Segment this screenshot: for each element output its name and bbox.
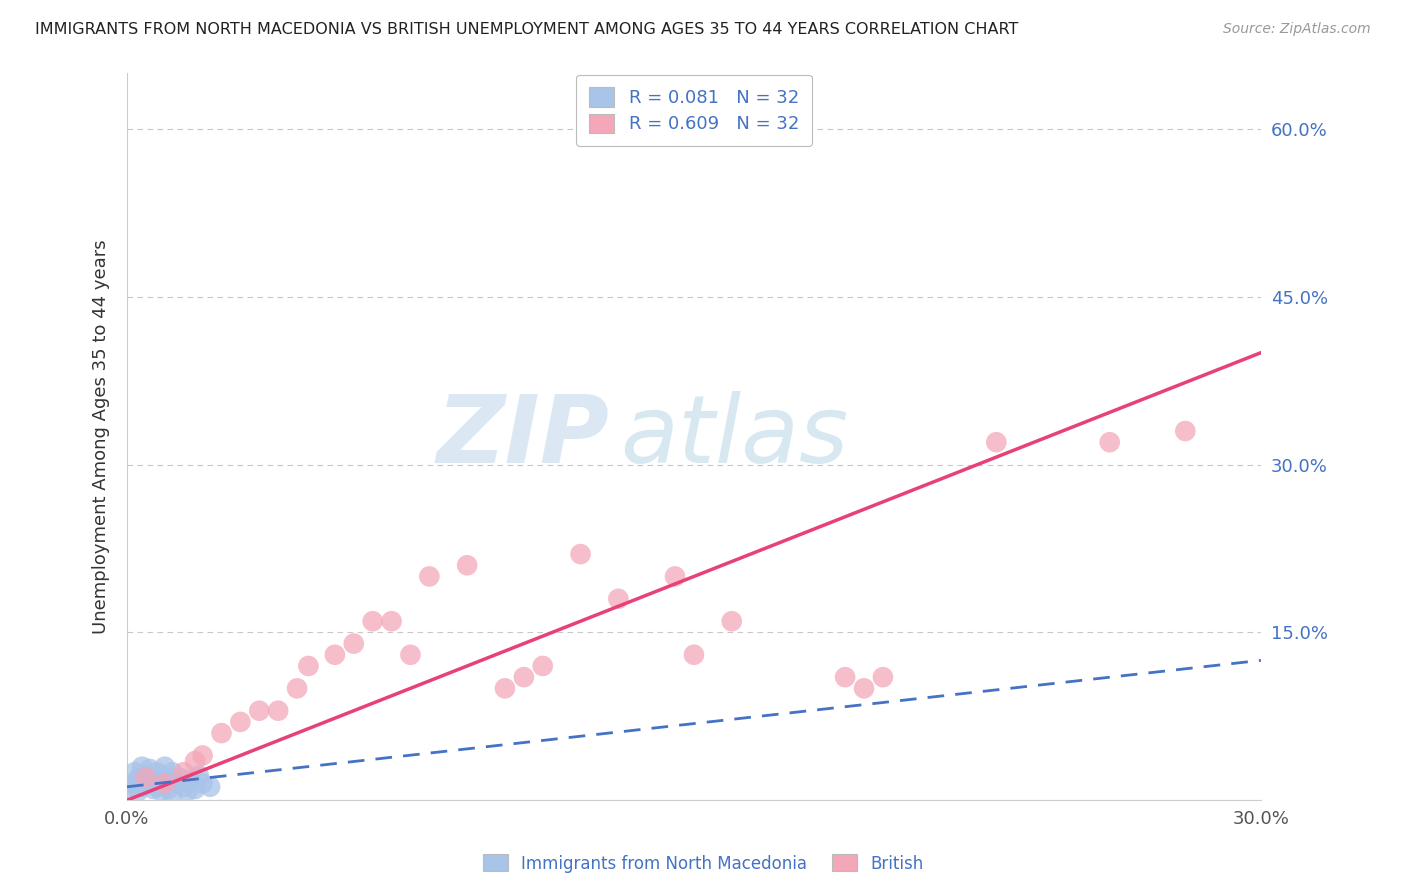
Legend: Immigrants from North Macedonia, British: Immigrants from North Macedonia, British (475, 847, 931, 880)
Point (184, 782, 207, 797)
Point (361, 614, 384, 628)
Point (229, 714, 252, 729)
Point (131, 759, 153, 773)
Point (146, 765, 169, 780)
Point (267, 704, 290, 718)
Point (456, 558, 478, 573)
Point (720, 614, 742, 628)
Point (162, 788, 184, 802)
Point (153, 776, 176, 790)
Point (165, 776, 187, 790)
Point (986, 435, 1008, 450)
Point (127, 784, 149, 798)
Point (247, 704, 270, 718)
Point (180, 773, 202, 788)
Point (297, 659, 319, 673)
Point (683, 648, 706, 662)
Point (399, 648, 422, 662)
Point (135, 771, 157, 785)
Point (120, 782, 142, 797)
Point (418, 569, 440, 583)
Point (142, 782, 165, 797)
Point (187, 769, 209, 783)
Point (191, 748, 214, 763)
Point (853, 681, 876, 696)
Point (1098, 435, 1121, 450)
Point (127, 771, 149, 785)
Point (150, 771, 173, 785)
Point (157, 782, 180, 797)
Text: IMMIGRANTS FROM NORTH MACEDONIA VS BRITISH UNEMPLOYMENT AMONG AGES 35 TO 44 YEAR: IMMIGRANTS FROM NORTH MACEDONIA VS BRITI… (35, 22, 1018, 37)
Point (494, 681, 516, 696)
Point (162, 765, 184, 780)
Point (872, 670, 894, 684)
Point (380, 614, 402, 628)
Point (138, 762, 160, 776)
Point (135, 773, 157, 788)
Point (211, 726, 233, 740)
Point (173, 780, 195, 794)
Point (323, 648, 346, 662)
Point (124, 776, 146, 790)
Point (343, 637, 366, 651)
Point (531, 659, 554, 673)
Point (569, 547, 592, 561)
Point (1174, 424, 1197, 438)
Point (169, 771, 191, 785)
Point (173, 765, 195, 780)
Point (150, 784, 173, 798)
Point (198, 780, 221, 794)
Point (131, 780, 153, 794)
Point (146, 780, 169, 794)
Point (285, 681, 308, 696)
Point (138, 778, 160, 792)
Point (157, 773, 180, 788)
Point (135, 769, 157, 783)
Point (184, 754, 207, 768)
Text: atlas: atlas (620, 391, 848, 482)
Point (607, 591, 630, 606)
Point (153, 776, 176, 790)
Point (664, 569, 686, 583)
Point (834, 670, 856, 684)
Point (142, 775, 165, 789)
Y-axis label: Unemployment Among Ages 35 to 44 years: Unemployment Among Ages 35 to 44 years (93, 239, 110, 634)
Point (176, 784, 198, 798)
Point (513, 670, 536, 684)
Point (124, 765, 146, 780)
Point (191, 776, 214, 790)
Point (153, 759, 176, 773)
Text: ZIP: ZIP (436, 391, 609, 483)
Legend: R = 0.081   N = 32, R = 0.609   N = 32: R = 0.081 N = 32, R = 0.609 N = 32 (576, 75, 811, 146)
Text: Source: ZipAtlas.com: Source: ZipAtlas.com (1223, 22, 1371, 37)
